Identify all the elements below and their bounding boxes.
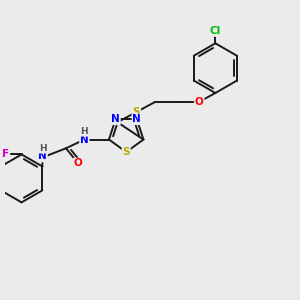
Text: F: F bbox=[2, 149, 9, 159]
Text: S: S bbox=[122, 147, 130, 157]
Text: N: N bbox=[38, 152, 47, 161]
Text: O: O bbox=[74, 158, 82, 169]
Text: O: O bbox=[195, 97, 204, 107]
Text: H: H bbox=[81, 127, 88, 136]
Text: N: N bbox=[111, 114, 120, 124]
Text: Cl: Cl bbox=[210, 26, 221, 36]
Text: H: H bbox=[39, 144, 46, 153]
Text: S: S bbox=[133, 107, 140, 117]
Text: N: N bbox=[80, 134, 89, 145]
Text: N: N bbox=[133, 114, 141, 124]
